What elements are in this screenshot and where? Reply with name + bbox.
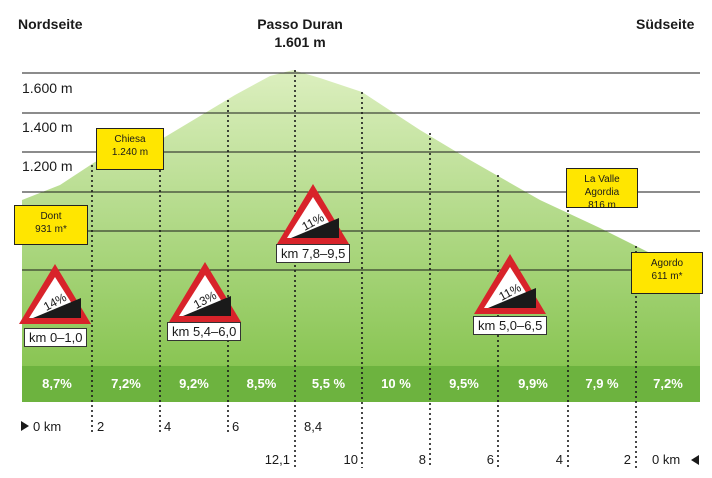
km-south-mark: 12,1	[264, 452, 290, 467]
gradient-band	[22, 366, 700, 402]
steep-sign-1: 14%	[19, 264, 91, 324]
place-label-la-valle-agordia: La Valle Agordia 816 m	[566, 168, 638, 211]
place-height: 816 m	[588, 200, 616, 211]
gradient-segment: 10 %	[381, 376, 411, 391]
km-south-mark: 8	[418, 452, 426, 467]
elevation-label-1400: 1.400 m	[22, 119, 73, 135]
km-south-mark: 4	[555, 452, 563, 467]
km-south-mark: 10	[343, 452, 358, 467]
steep-range-label: km 5,0–6,5	[473, 316, 548, 335]
km-south-mark: 6	[486, 452, 494, 467]
steep-sign-4: 11%	[474, 254, 546, 314]
km-north-start: 0 km	[33, 419, 62, 434]
elevation-label-1200: 1.200 m	[22, 158, 73, 174]
steep-range-label: km 5,4–6,0	[167, 322, 242, 341]
km-south-mark: 2	[623, 452, 631, 467]
steep-sign-3: 11%	[277, 184, 349, 244]
north-side-label: Nordseite	[18, 16, 83, 32]
steep-range-label: km 0–1,0	[24, 328, 88, 347]
gradient-segment: 7,9 %	[585, 376, 619, 391]
km-north-mark: 2	[97, 419, 105, 434]
place-label-agordo: Agordo 611 m*	[631, 252, 703, 294]
place-height: 611 m*	[651, 271, 683, 282]
place-label-dont: Dont 931 m*	[14, 205, 88, 245]
gradient-segment: 9,2%	[179, 376, 209, 391]
place-name: Dont	[40, 211, 62, 222]
steep-sign-2: 13%	[169, 262, 241, 322]
place-name: Chiesa	[114, 134, 146, 145]
km-north-mark: 8,4	[304, 419, 323, 434]
place-height: 931 m*	[35, 224, 67, 235]
place-name: La Valle Agordia	[584, 174, 620, 198]
south-side-label: Südseite	[636, 16, 695, 32]
gradient-segment: 9,9%	[518, 376, 548, 391]
north-direction-arrow	[21, 421, 29, 431]
place-label-chiesa: Chiesa 1.240 m	[96, 128, 164, 170]
steep-range-label: km 7,8–9,5	[276, 244, 351, 263]
gradient-segment: 8,7%	[42, 376, 72, 391]
place-height: 1.240 m	[111, 147, 149, 158]
km-south-end: 0 km	[652, 452, 681, 467]
gradient-segment: 7,2%	[111, 376, 141, 391]
gradient-segment: 9,5%	[449, 376, 479, 391]
km-north-mark: 6	[232, 419, 240, 434]
mountain-profile	[22, 70, 700, 402]
gradient-segment: 7,2%	[653, 376, 683, 391]
pass-name: Passo Duran	[257, 16, 343, 32]
gradient-segment: 5,5 %	[311, 376, 346, 391]
pass-height: 1.601 m	[274, 34, 326, 50]
gradient-segment: 8,5%	[246, 376, 277, 391]
place-name: Agordo	[650, 258, 684, 269]
south-direction-arrow	[691, 455, 699, 465]
km-north-mark: 4	[164, 419, 172, 434]
elevation-label-1600: 1.600 m	[22, 80, 73, 96]
